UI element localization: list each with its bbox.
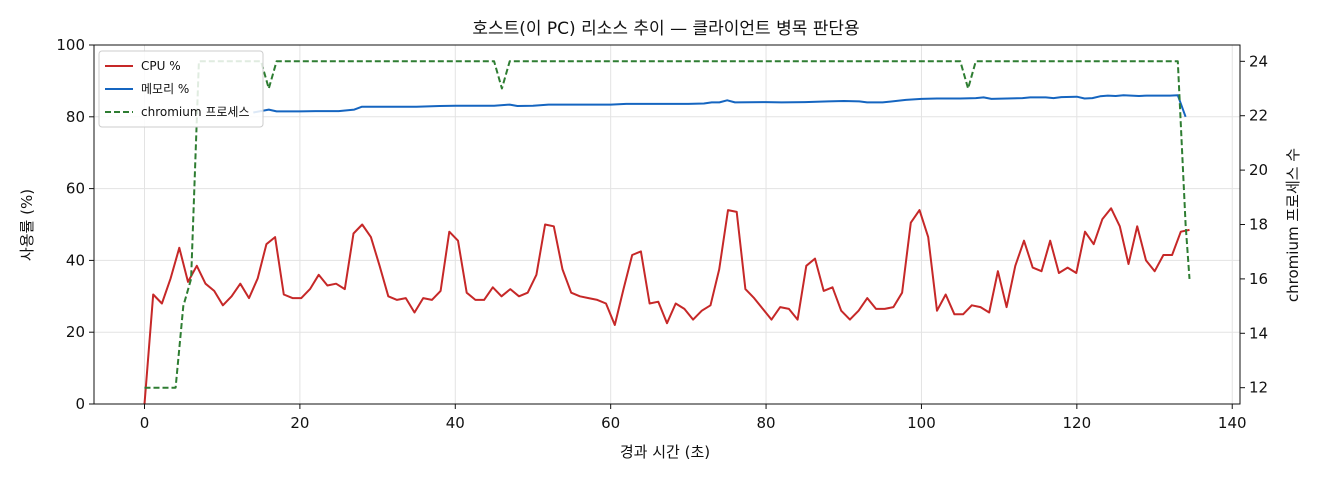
x-tick-label: 60 (601, 414, 620, 432)
y-axis-left-label: 사용률 (%) (18, 189, 36, 261)
y-tick-label: 60 (66, 180, 85, 198)
x-tick-label: 140 (1218, 414, 1247, 432)
legend-label: 메모리 % (141, 82, 189, 96)
y2-tick-label: 18 (1249, 216, 1268, 234)
y2-tick-label: 16 (1249, 270, 1268, 288)
y-axis-right-label: chromium 프로세스 수 (1284, 148, 1302, 302)
y-tick-label: 0 (75, 395, 85, 413)
series-line-1 (253, 94, 1187, 118)
x-tick-label: 80 (757, 414, 776, 432)
x-tick-label: 120 (1063, 414, 1092, 432)
y-axis-right: 12 14 16 18 20 22 24 (1240, 52, 1268, 397)
x-tick-label: 40 (446, 414, 465, 432)
legend-label: CPU % (141, 59, 181, 73)
x-axis: 0 20 40 60 80 100 120 140 (140, 404, 1247, 432)
x-tick-label: 20 (290, 414, 309, 432)
x-axis-label: 경과 시간 (초) (620, 443, 710, 461)
series-line-0 (143, 207, 1190, 405)
series-line-2 (144, 60, 1191, 389)
y-tick-label: 80 (66, 108, 85, 126)
y-tick-label: 20 (66, 323, 85, 341)
x-tick-label: 100 (907, 414, 936, 432)
y2-tick-label: 22 (1249, 107, 1268, 125)
y2-tick-label: 14 (1249, 324, 1268, 342)
y-axis-left: 0 20 40 60 80 100 (56, 36, 94, 413)
grid-lines (94, 44, 1240, 405)
y2-tick-label: 12 (1249, 379, 1268, 397)
x-tick-label: 0 (140, 414, 150, 432)
y2-tick-label: 24 (1249, 52, 1268, 70)
legend: CPU % 메모리 % chromium 프로세스 (98, 50, 264, 128)
y-tick-label: 100 (56, 36, 85, 54)
legend-label: chromium 프로세스 (141, 105, 250, 119)
plot-frame (93, 44, 1241, 405)
y-tick-label: 40 (66, 251, 85, 269)
series-layer (143, 60, 1191, 405)
chart-title: 호스트(이 PC) 리소스 추이 — 클라이언트 병목 판단용 (472, 19, 859, 39)
y2-tick-label: 20 (1249, 161, 1268, 179)
legend-box (98, 50, 264, 128)
